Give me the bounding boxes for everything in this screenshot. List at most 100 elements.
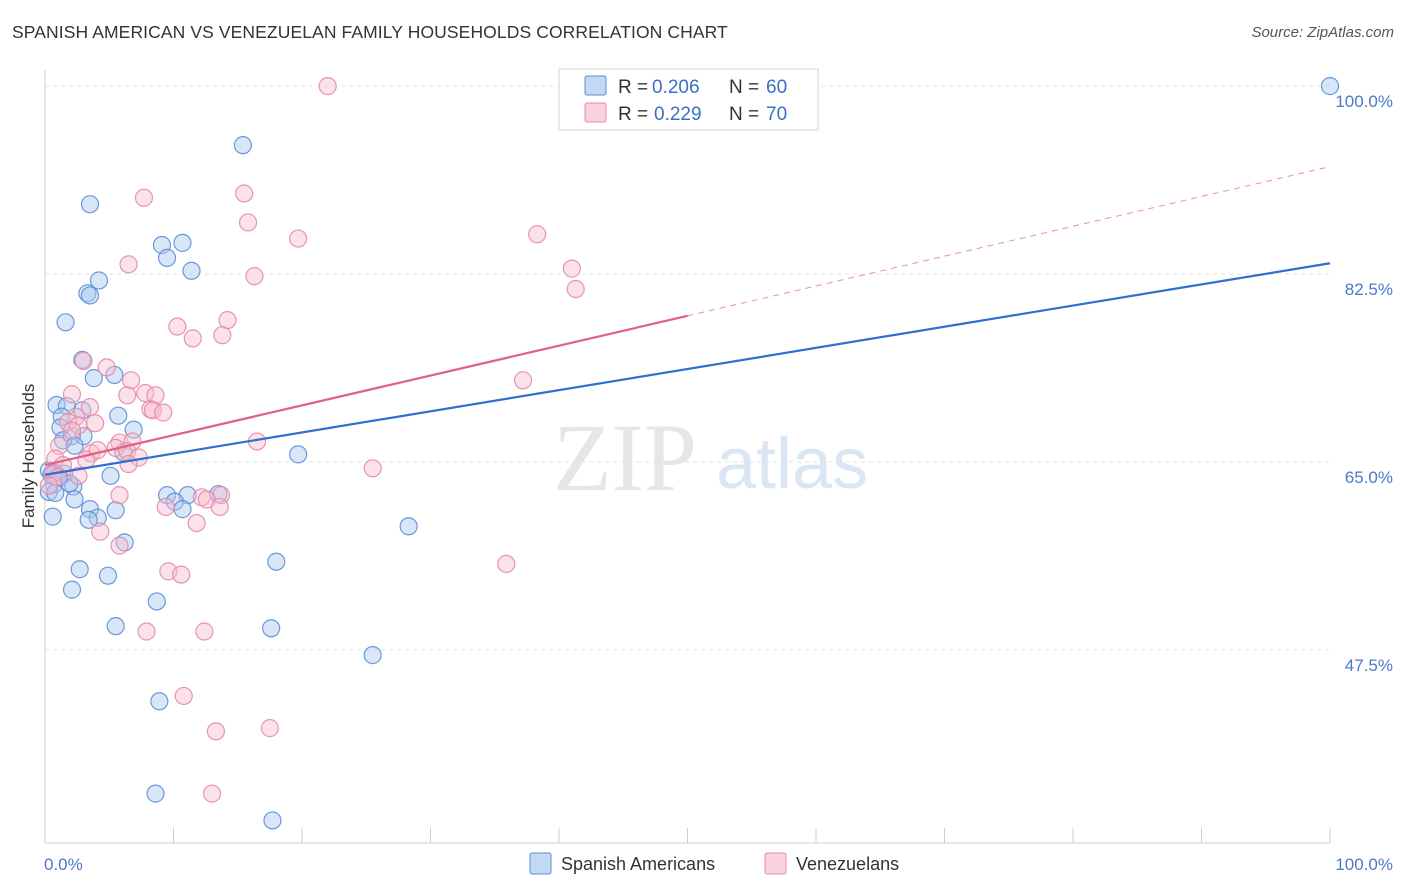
venezuelans-point-9 bbox=[566, 279, 585, 299]
venezuelans-point-2 bbox=[134, 188, 154, 207]
venezuelans-point-29 bbox=[86, 414, 105, 433]
watermark: ZIP atlas bbox=[553, 404, 868, 511]
spanish-americans-point-5 bbox=[182, 261, 201, 280]
venezuelans-point-27 bbox=[59, 413, 78, 432]
y-tick-labels: 100.0% 82.5% 65.0% 47.5% bbox=[1335, 92, 1393, 675]
venezuelans-point-16 bbox=[121, 371, 141, 390]
venezuelans-point-55 bbox=[187, 513, 206, 533]
spanish-americans-point-11 bbox=[84, 369, 103, 388]
venezuelans-point-4 bbox=[289, 229, 308, 248]
legend-r-value-0: 0.206 bbox=[652, 77, 700, 98]
legend-n-label-1: N = bbox=[729, 104, 759, 125]
spanish-americans-point-4 bbox=[157, 248, 177, 267]
venezuelans-point-58 bbox=[497, 554, 516, 573]
bottom-legend-swatch-spanish-americans bbox=[529, 852, 552, 875]
spanish-americans-point-25 bbox=[289, 445, 308, 464]
venezuelans-point-10 bbox=[218, 311, 237, 330]
spanish-americans-point-61 bbox=[1320, 77, 1340, 96]
spanish-americans-point-45 bbox=[43, 507, 62, 526]
legend-r-label-0: R = bbox=[618, 77, 648, 98]
spanish-americans-point-56 bbox=[262, 619, 281, 638]
venezuelans-point-3 bbox=[238, 213, 258, 232]
bottom-legend: Spanish Americans Venezuelans bbox=[529, 852, 899, 875]
spanish-americans-point-49 bbox=[115, 533, 134, 552]
venezuelans-point-15 bbox=[97, 358, 116, 377]
legend-r-value-1: 0.229 bbox=[654, 104, 702, 125]
venezuelans-point-63 bbox=[174, 686, 193, 706]
spanish-americans-point-8 bbox=[80, 286, 100, 305]
venezuelans-point-12 bbox=[183, 329, 202, 348]
venezuelans-point-17 bbox=[513, 371, 533, 390]
source-label: Source: ZipAtlas.com bbox=[1251, 24, 1394, 41]
venezuelans-point-61 bbox=[137, 622, 156, 641]
spanish-americans-point-54 bbox=[147, 592, 166, 611]
venezuelans-point-53 bbox=[156, 497, 175, 517]
venezuelans-point-57 bbox=[110, 536, 129, 555]
spanish-americans-point-35 bbox=[39, 482, 58, 502]
venezuelans-point-18 bbox=[62, 385, 82, 404]
spanish-americans-point-7 bbox=[78, 284, 97, 303]
x-tick-labels: 0.0% 100.0% bbox=[44, 855, 1393, 874]
spanish-americans-point-9 bbox=[56, 313, 75, 332]
venezuelans-point-5 bbox=[528, 225, 547, 244]
venezuelans-point-21 bbox=[146, 386, 165, 405]
spanish-americans-point-60 bbox=[263, 811, 282, 830]
spanish-americans-point-40 bbox=[65, 490, 84, 509]
axes bbox=[44, 70, 1331, 844]
venezuelans-point-0 bbox=[318, 77, 337, 96]
spanish-americans-point-10 bbox=[73, 350, 92, 369]
spanish-americans-point-3 bbox=[173, 233, 192, 252]
trend-line-venezuelans bbox=[44, 314, 688, 467]
venezuelans-point-56 bbox=[91, 522, 110, 541]
venezuelans-point-49 bbox=[110, 486, 129, 505]
bottom-legend-swatch-venezuelans bbox=[764, 852, 787, 875]
venezuelans-point-8 bbox=[562, 259, 581, 278]
venezuelans-point-1 bbox=[235, 184, 254, 203]
venezuelans-point-30 bbox=[62, 421, 82, 440]
y-tick-label-0: 100.0% bbox=[1335, 92, 1393, 111]
trend-lines bbox=[44, 166, 1331, 476]
legend-r-label-1: R = bbox=[618, 104, 648, 125]
y-axis-label: Family Households bbox=[19, 384, 38, 529]
bottom-legend-label-venezuelans: Venezuelans bbox=[796, 854, 899, 874]
series-venezuelans-points bbox=[39, 77, 585, 803]
spanish-americans-point-1 bbox=[80, 195, 100, 214]
spanish-americans-point-47 bbox=[79, 510, 98, 529]
venezuelans-point-60 bbox=[172, 565, 191, 584]
spanish-americans-point-55 bbox=[106, 617, 125, 636]
venezuelans-point-25 bbox=[154, 403, 173, 422]
venezuelans-point-47 bbox=[69, 466, 88, 485]
y-tick-label-1: 82.5% bbox=[1345, 280, 1393, 299]
spanish-americans-point-42 bbox=[173, 500, 192, 519]
y-tick-label-2: 65.0% bbox=[1345, 468, 1393, 487]
venezuelans-point-44 bbox=[363, 459, 382, 478]
spanish-americans-point-23 bbox=[65, 436, 84, 455]
spanish-americans-point-48 bbox=[399, 517, 418, 536]
spanish-americans-point-41 bbox=[165, 492, 184, 511]
venezuelans-point-48 bbox=[39, 476, 58, 495]
venezuelans-point-62 bbox=[195, 622, 214, 641]
spanish-americans-point-50 bbox=[267, 552, 286, 571]
legend-box: R = 0.206 N = 60 R = 0.229 N = 70 bbox=[558, 68, 819, 131]
spanish-americans-point-53 bbox=[62, 580, 82, 599]
venezuelans-point-19 bbox=[118, 386, 137, 405]
venezuelans-point-13 bbox=[213, 326, 232, 345]
spanish-americans-point-58 bbox=[150, 692, 169, 711]
venezuelans-point-14 bbox=[74, 351, 93, 371]
venezuelans-point-11 bbox=[168, 317, 187, 336]
spanish-americans-point-31 bbox=[101, 466, 120, 485]
venezuelans-point-54 bbox=[210, 497, 229, 517]
venezuelans-point-65 bbox=[260, 719, 279, 738]
bottom-legend-label-spanish-americans: Spanish Americans bbox=[561, 854, 715, 874]
watermark-zip: ZIP bbox=[553, 404, 697, 511]
venezuelans-point-42 bbox=[119, 454, 138, 474]
venezuelans-point-6 bbox=[119, 255, 138, 274]
legend-n-label-0: N = bbox=[729, 77, 759, 98]
trend-line-spanish-americans bbox=[44, 262, 1331, 476]
series-spanish-americans-points bbox=[39, 77, 1340, 830]
venezuelans-point-22 bbox=[80, 398, 100, 417]
trend-line-venezuelans-extrapolated bbox=[687, 166, 1331, 317]
spanish-americans-point-57 bbox=[363, 646, 382, 665]
x-tick-label-1: 100.0% bbox=[1335, 855, 1393, 874]
